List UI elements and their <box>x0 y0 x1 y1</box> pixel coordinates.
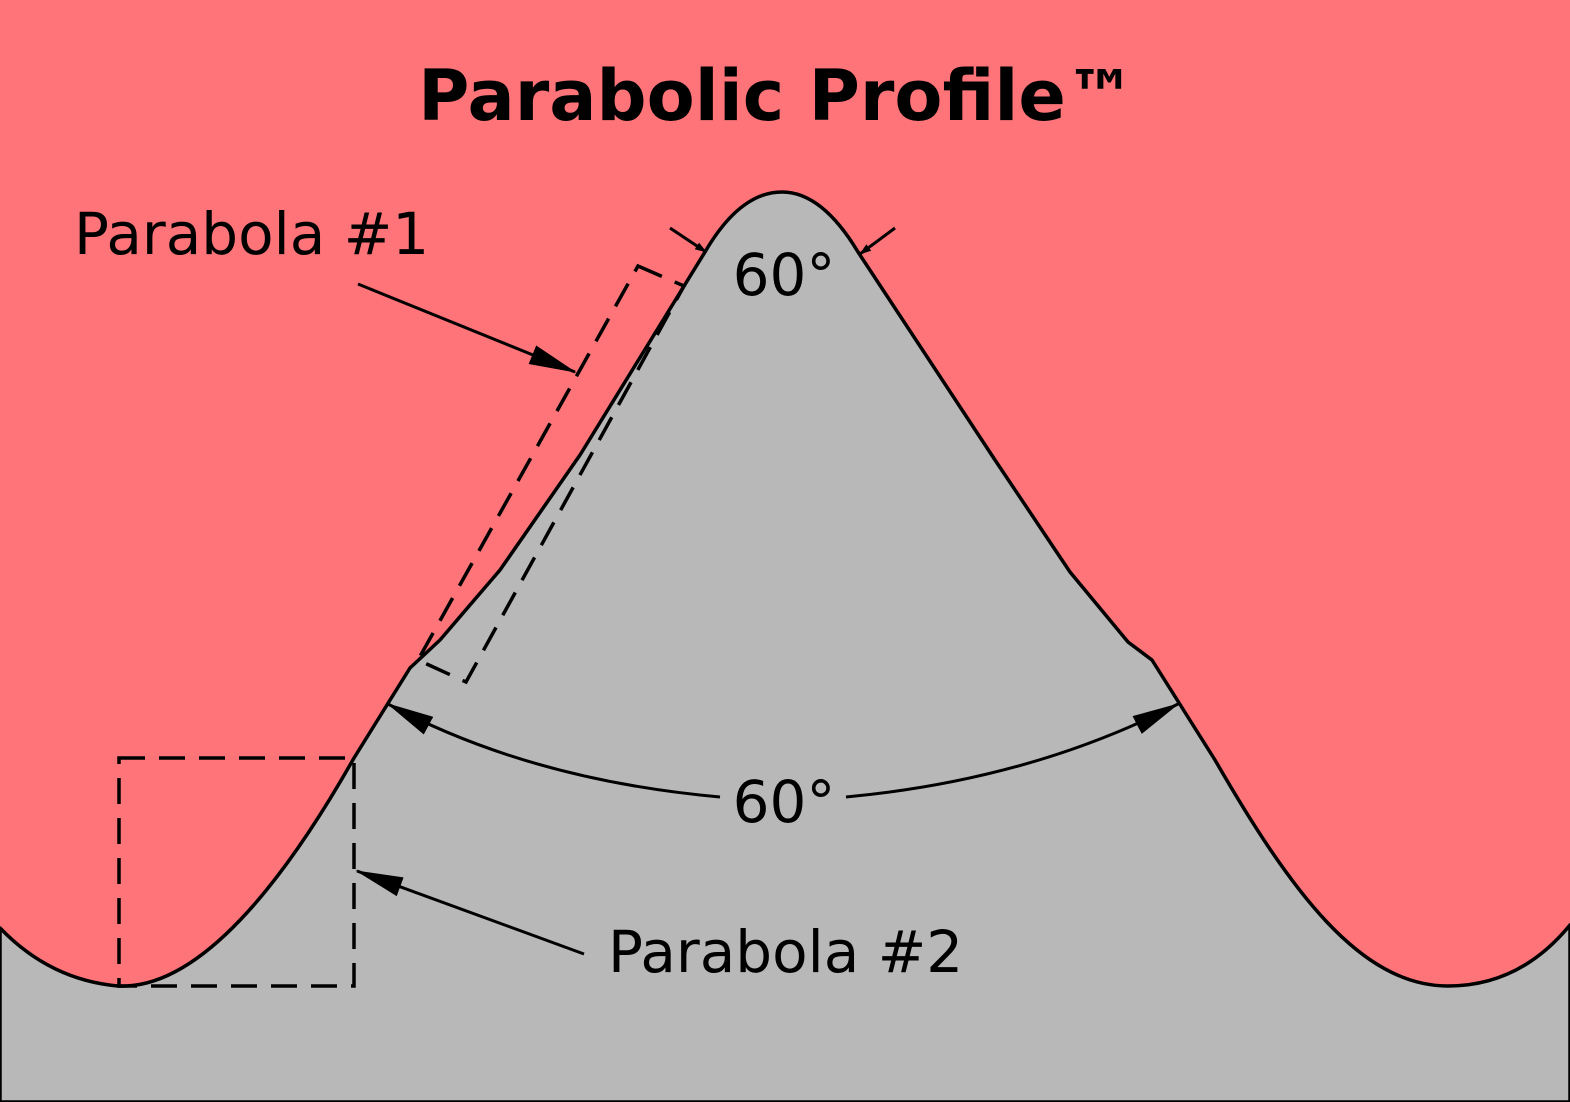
top-angle-arrow-left <box>669 226 707 254</box>
diagram-title: Parabolic Profile™ <box>418 55 1136 137</box>
parabola-1-leader-arrow <box>357 282 577 374</box>
parabola-1-dashed-box <box>415 263 687 685</box>
top-angle-arrow-right <box>859 226 896 256</box>
main-angle-arc-left <box>386 702 721 799</box>
parabola-2-dashed-box <box>117 756 356 988</box>
parabola-2-leader-arrow <box>355 869 585 956</box>
top-angle-label: 60° <box>733 241 836 309</box>
main-angle-label: 60° <box>733 768 836 836</box>
parabola-1-label: Parabola #1 <box>74 200 429 268</box>
parabola-2-label: Parabola #2 <box>608 918 963 986</box>
main-angle-arc-right <box>845 702 1180 799</box>
